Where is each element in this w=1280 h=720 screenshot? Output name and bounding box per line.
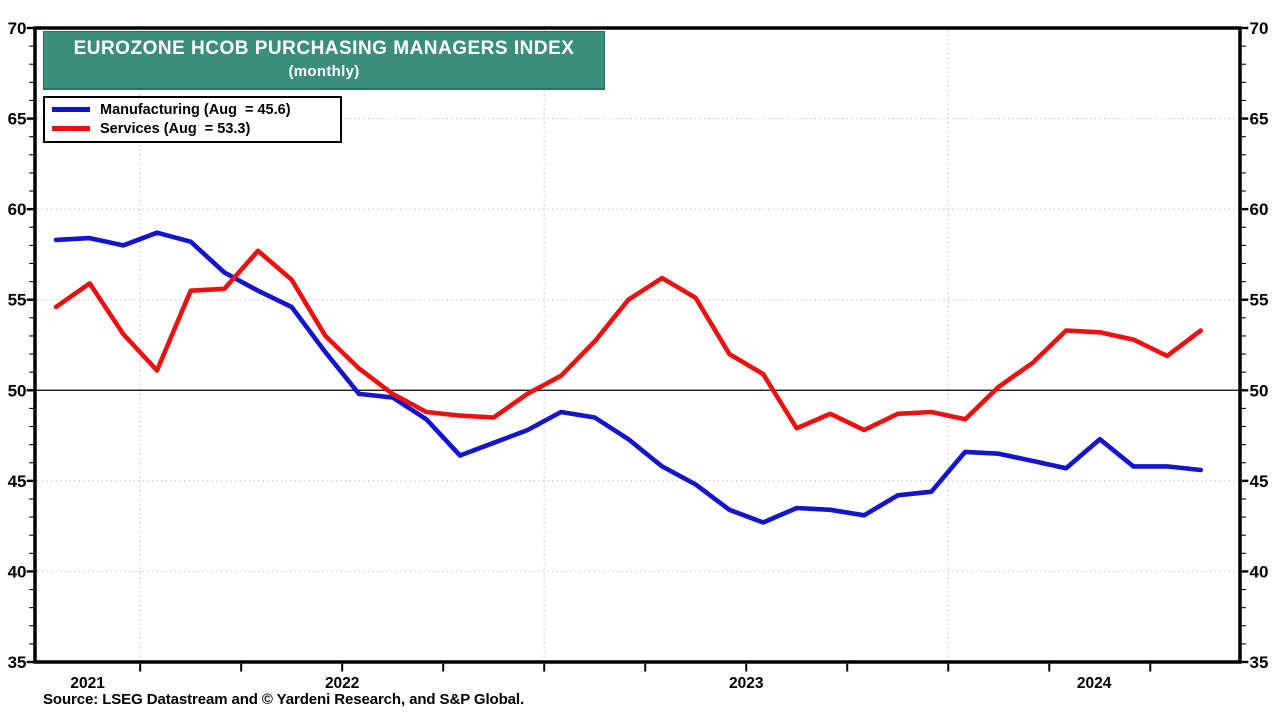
services-line-swatch: [52, 126, 90, 131]
source-note: Source: LSEG Datastream and © Yardeni Re…: [43, 691, 525, 708]
services-line: [53, 248, 1204, 433]
y-axis-tick-label-left: 35: [8, 653, 27, 672]
chart-title: EUROZONE HCOB PURCHASING MANAGERS INDEX: [73, 38, 575, 59]
y-axis-tick-label-right: 70: [1250, 19, 1269, 38]
x-axis-year-label: 2021: [70, 675, 105, 692]
x-axis-year-label: 2024: [1077, 675, 1112, 692]
y-axis-tick-label-left: 40: [8, 562, 27, 581]
legend-item-services: Services (Aug = 53.3): [45, 119, 340, 138]
chart-frame: [33, 26, 1242, 664]
chart-subtitle: (monthly): [288, 63, 360, 80]
y-axis-tick-label-right: 40: [1250, 562, 1269, 581]
y-axis-tick-label-left: 60: [8, 200, 27, 219]
legend-item-manufacturing: Manufacturing (Aug = 45.6): [45, 100, 340, 119]
y-axis-tick-label-right: 60: [1250, 200, 1269, 219]
manufacturing-line: [53, 230, 1204, 525]
y-axis-tick-label-right: 50: [1250, 381, 1269, 400]
x-axis-labels: 2021 2022 2023 2024: [70, 675, 1111, 692]
horizontal-gridlines: [37, 117, 1238, 573]
x-axis-year-label: 2022: [325, 675, 359, 692]
y-axis-tick-label-right: 45: [1250, 472, 1269, 491]
year-boundary-gridlines: [139, 30, 949, 660]
x-axis-quarter-ticks: [139, 663, 1152, 672]
legend-label-manufacturing: Manufacturing (Aug = 45.6): [100, 101, 291, 118]
y-axis-tick-label-left: 50: [8, 381, 27, 400]
legend: Manufacturing (Aug = 45.6) Services (Aug…: [43, 96, 342, 143]
y-axis-tick-label-left: 55: [8, 291, 27, 310]
legend-label-services: Services (Aug = 53.3): [100, 120, 251, 137]
y-axis-ticks: [26, 26, 1249, 664]
y-axis-tick-label-left: 70: [8, 19, 27, 38]
y-axis-tick-label-left: 65: [8, 110, 27, 129]
x-axis-year-label: 2023: [729, 675, 764, 692]
y-axis-tick-label-left: 45: [8, 472, 27, 491]
manufacturing-line-swatch: [52, 107, 90, 112]
y-axis-tick-label-right: 65: [1250, 110, 1269, 129]
chart-title-bar: EUROZONE HCOB PURCHASING MANAGERS INDEX …: [43, 31, 605, 90]
y-axis-tick-label-right: 35: [1250, 653, 1269, 672]
y-axis-tick-label-right: 55: [1250, 291, 1269, 310]
y-axis-labels: 35 35 40 40 45 45 50 50 55 55 60 60 65 65 70 70: [8, 19, 1269, 672]
